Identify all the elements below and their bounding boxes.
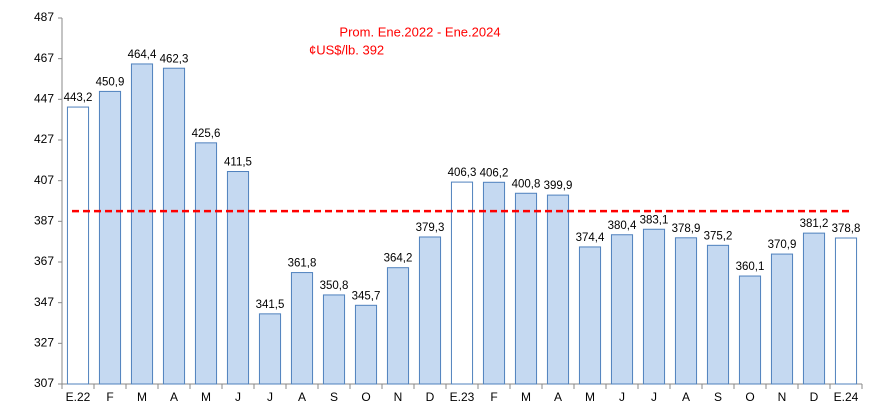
value-label: 378,9 — [672, 223, 701, 235]
y-tick-label: 387 — [34, 214, 54, 228]
x-tick-label: M — [137, 390, 147, 404]
y-tick-label: 347 — [34, 295, 54, 309]
x-tick-label: D — [426, 390, 435, 404]
bar — [674, 237, 698, 385]
bar — [226, 171, 250, 385]
value-label: 464,4 — [128, 49, 157, 61]
bar — [546, 194, 570, 385]
x-tick-label: S — [330, 390, 338, 404]
bar — [450, 181, 474, 385]
x-tick-label: J — [651, 390, 657, 404]
x-tick-label: E.23 — [450, 390, 475, 404]
y-tick-label: 427 — [34, 132, 54, 146]
x-tick-label: O — [745, 390, 754, 404]
bar — [130, 63, 154, 385]
x-tick-label: D — [810, 390, 819, 404]
y-tick-label: 367 — [34, 254, 54, 268]
value-label: 361,8 — [288, 258, 317, 270]
x-tick-label: A — [554, 390, 562, 404]
bar — [258, 313, 282, 385]
x-tick-label: S — [714, 390, 722, 404]
x-tick-label: M — [585, 390, 595, 404]
y-tick-label: 447 — [34, 92, 54, 106]
value-label: 425,6 — [192, 128, 221, 140]
y-tick-label: 307 — [34, 376, 54, 390]
y-tick-label: 327 — [34, 336, 54, 350]
value-label: 406,2 — [480, 167, 509, 179]
bar — [706, 244, 730, 385]
bar — [610, 234, 634, 385]
annotation: Prom. Ene.2022 - Ene.2024 — [339, 24, 500, 39]
y-tick-label: 407 — [34, 173, 54, 187]
value-label: 443,2 — [64, 92, 93, 104]
value-label: 374,4 — [576, 232, 605, 244]
x-tick-label: A — [170, 390, 178, 404]
bar — [834, 237, 858, 385]
x-tick-label: F — [490, 390, 497, 404]
x-tick-label: E.22 — [66, 390, 91, 404]
x-tick-label: N — [394, 390, 403, 404]
value-label: 400,8 — [512, 178, 541, 190]
x-tick-label: J — [619, 390, 625, 404]
value-label: 380,4 — [608, 220, 637, 232]
bar — [770, 253, 794, 385]
bar — [418, 236, 442, 385]
bar — [578, 246, 602, 385]
bar — [98, 90, 122, 385]
bar — [802, 232, 826, 385]
value-label: 370,9 — [768, 239, 797, 251]
value-label: 383,1 — [640, 214, 669, 226]
bar — [386, 267, 410, 385]
bar — [642, 228, 666, 385]
x-tick-label: J — [267, 390, 273, 404]
bar — [290, 272, 314, 385]
bar — [194, 142, 218, 385]
x-tick-label: M — [201, 390, 211, 404]
value-label: 450,9 — [96, 76, 125, 88]
bar — [322, 294, 346, 385]
value-label: 345,7 — [352, 290, 381, 302]
value-label: 360,1 — [736, 261, 765, 273]
x-tick-label: A — [298, 390, 306, 404]
x-tick-label: A — [682, 390, 690, 404]
x-tick-label: M — [521, 390, 531, 404]
value-label: 406,3 — [448, 167, 477, 179]
x-tick-label: O — [361, 390, 370, 404]
bar — [66, 106, 90, 385]
value-label: 462,3 — [160, 53, 189, 65]
bar — [162, 67, 186, 385]
value-label: 341,5 — [256, 299, 285, 311]
value-label: 381,2 — [800, 218, 829, 230]
value-label: 379,3 — [416, 222, 445, 234]
bar — [354, 304, 378, 385]
y-tick-label: 467 — [34, 51, 54, 65]
bar — [514, 192, 538, 385]
value-label: 399,9 — [544, 180, 573, 192]
annotation: ¢US$/lb. 392 — [309, 42, 384, 57]
x-tick-label: F — [106, 390, 113, 404]
x-tick-label: N — [778, 390, 787, 404]
x-tick-label: E.24 — [834, 390, 859, 404]
bar — [738, 275, 762, 385]
bar — [482, 181, 506, 385]
value-label: 378,8 — [832, 223, 861, 235]
value-label: 375,2 — [704, 230, 733, 242]
x-tick-label: J — [235, 390, 241, 404]
y-tick-label: 487 — [34, 10, 54, 24]
value-label: 364,2 — [384, 253, 413, 265]
value-label: 350,8 — [320, 280, 349, 292]
value-label: 411,5 — [224, 157, 252, 169]
